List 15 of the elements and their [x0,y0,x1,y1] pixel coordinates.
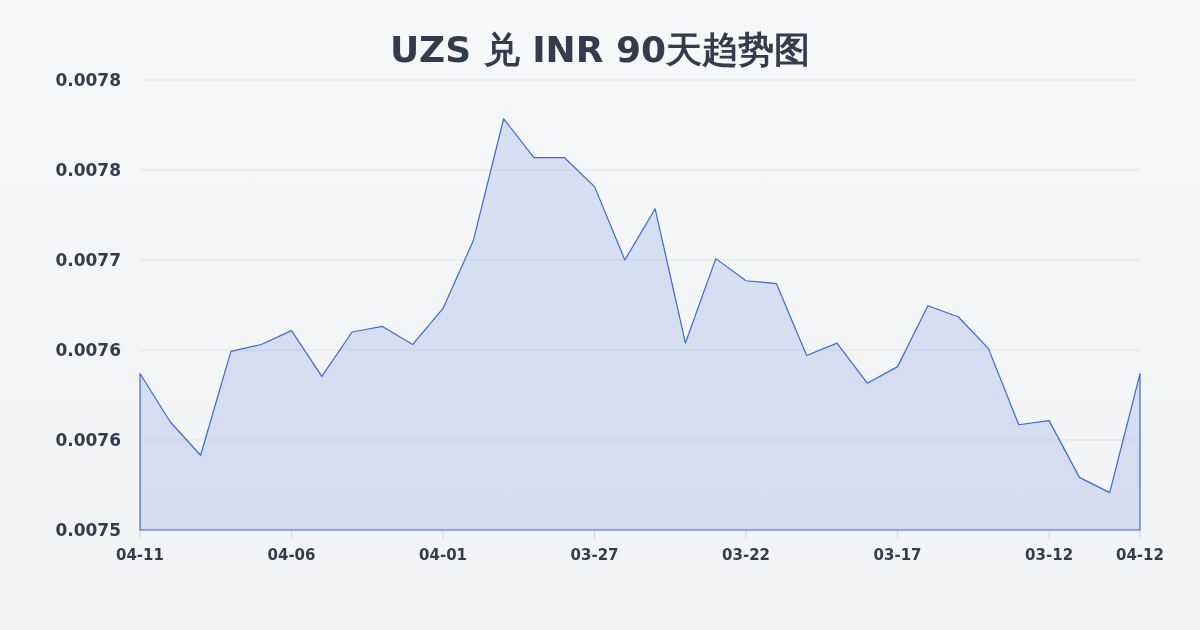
y-tick-label: 0.0076 [55,340,121,360]
x-tick-label: 04-12 [1116,546,1164,564]
y-tick-label: 0.0078 [55,160,121,180]
x-tick-label: 03-12 [1025,546,1074,564]
y-tick-label: 0.0077 [55,250,121,270]
chart-title: UZS 兑 INR 90天趋势图 [389,29,811,70]
x-tick-label: 03-22 [722,546,771,564]
y-tick-label: 0.0078 [55,70,121,90]
x-tick-label: 03-17 [873,546,922,564]
y-tick-label: 0.0076 [55,430,121,450]
x-tick-label: 04-06 [267,546,316,564]
x-tick-label: 04-01 [419,546,468,564]
x-tick-label: 03-27 [570,546,619,564]
y-tick-label: 0.0075 [55,520,121,540]
x-tick-label: 04-11 [116,546,164,564]
